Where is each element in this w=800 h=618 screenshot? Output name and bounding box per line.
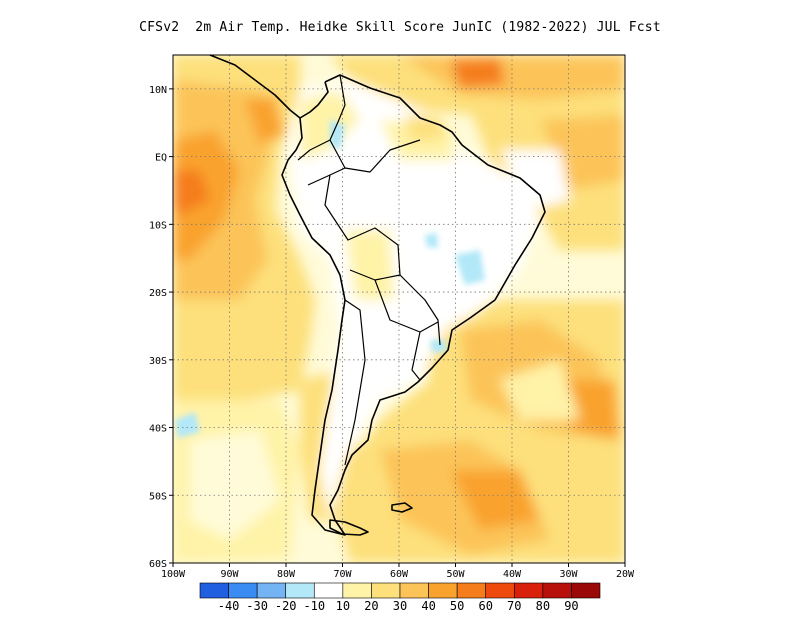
- colorbar-swatch: [456, 582, 487, 599]
- colorbar-label: 60: [478, 599, 492, 613]
- lon-tick-label: 30W: [559, 569, 578, 580]
- colorbar-swatch: [371, 582, 401, 599]
- colorbar-label: -20: [275, 599, 297, 613]
- colorbar-label: 40: [421, 599, 435, 613]
- colorbar-swatch: [285, 582, 315, 599]
- lon-tick-label: 40W: [503, 569, 522, 580]
- colorbar-swatch: [485, 582, 515, 599]
- lat-tick-label: 50S: [149, 491, 167, 502]
- latitude-axis: 10N EQ 10S 20S 30S 40S 50S 60S: [149, 85, 173, 570]
- colorbar-label: 90: [564, 599, 578, 613]
- colorbar-label: 70: [507, 599, 521, 613]
- colorbar-label: 50: [450, 599, 464, 613]
- lon-tick-label: 100W: [161, 569, 186, 580]
- lon-tick-label: 90W: [220, 569, 239, 580]
- colorbar-swatch: [571, 582, 601, 599]
- chart-title: CFSv2 2m Air Temp. Heidke Skill Score Ju…: [139, 20, 661, 35]
- lat-tick-label: EQ: [155, 153, 167, 164]
- coastline: [209, 54, 546, 536]
- lat-tick-label: 10N: [149, 85, 167, 96]
- colorbar-swatch: [428, 582, 458, 599]
- lat-tick-label: 20S: [149, 288, 167, 299]
- colorbar-label: -10: [303, 599, 325, 613]
- colorbar-swatch: [313, 582, 344, 599]
- colorbar-swatch: [342, 582, 372, 599]
- lat-tick-label: 10S: [149, 220, 167, 231]
- lon-tick-label: 80W: [277, 569, 296, 580]
- lon-tick-label: 70W: [333, 569, 352, 580]
- colorbar-swatch: [399, 582, 429, 599]
- colorbar: -40 -30 -20 -10 10 20 30 40 50 60 70 80 90: [199, 582, 601, 613]
- colorbar-swatch: [228, 582, 258, 599]
- colorbar-swatch: [199, 582, 229, 599]
- lon-tick-label: 50W: [446, 569, 465, 580]
- lat-tick-label: 40S: [149, 424, 167, 435]
- lon-tick-label: 20W: [616, 569, 635, 580]
- lat-tick-label: 60S: [149, 559, 167, 570]
- colorbar-label: 10: [336, 599, 350, 613]
- colorbar-swatch: [256, 582, 287, 599]
- lat-tick-label: 30S: [149, 356, 167, 367]
- colorbar-swatch: [513, 582, 544, 599]
- colorbar-label: -30: [246, 599, 268, 613]
- colorbar-label: 30: [393, 599, 407, 613]
- colorbar-label: -40: [218, 599, 240, 613]
- colorbar-label: 20: [364, 599, 378, 613]
- lon-tick-label: 60W: [390, 569, 409, 580]
- colorbar-label: 80: [536, 599, 550, 613]
- longitude-axis: 100W 90W 80W 70W 60W 50W 40W 30W 20W: [161, 563, 635, 580]
- colorbar-swatch: [542, 582, 572, 599]
